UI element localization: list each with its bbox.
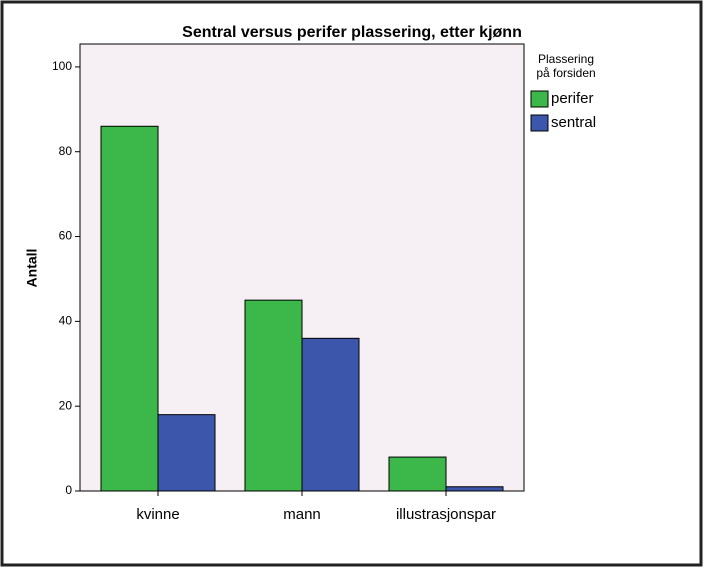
bar [100,125,159,492]
legend-swatch [530,114,549,132]
y-tick-label: 0 [65,483,72,497]
legend-title: Plassering [538,52,594,66]
legend-label: sentral [551,114,596,131]
y-tick-label: 80 [59,144,73,158]
legend-swatch [530,90,549,108]
x-tick-label: kvinne [136,506,179,523]
x-tick-label: mann [283,506,321,523]
y-tick-label: 60 [59,229,73,243]
bar [445,486,504,492]
bar [388,456,447,492]
bar [244,299,303,492]
y-tick-label: 100 [52,59,72,73]
x-tick-label: illustrasjonspar [396,506,496,523]
y-tick-label: 20 [59,398,73,412]
y-tick-label: 40 [59,314,73,328]
bar [301,337,360,492]
chart-title: Sentral versus perifer plassering, etter… [182,24,522,41]
bar [157,414,216,492]
legend-label: perifer [551,90,594,107]
y-axis-label: Antall [24,249,40,288]
legend-title: på forsiden [536,66,595,80]
